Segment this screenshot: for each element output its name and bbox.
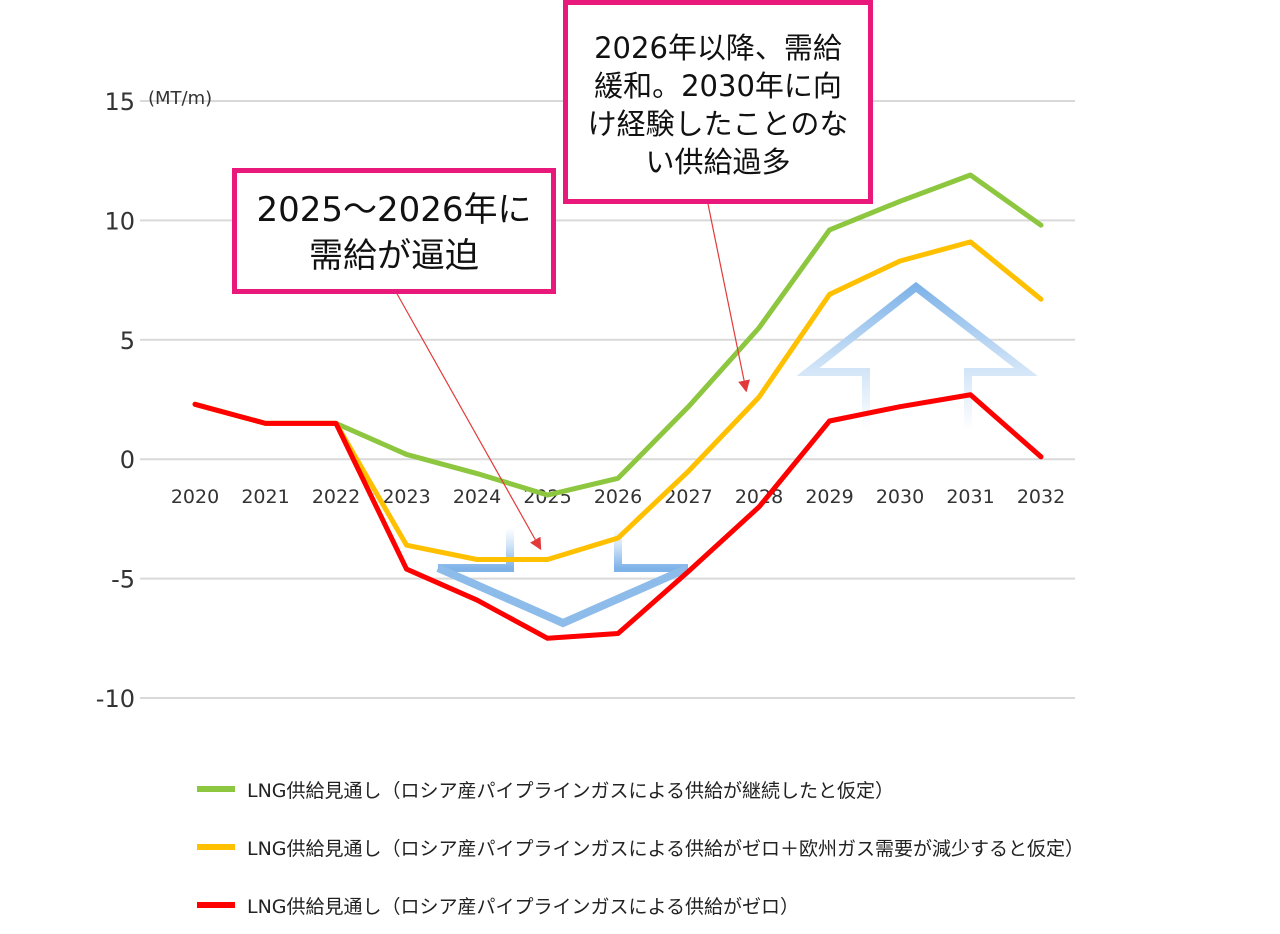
callout-1-line-2: 需給が逼迫 [309,236,479,276]
callout-oversupply: 2026年以降、需給 緩和。2030年に向 け経験したことのな い供給過多 [563,0,873,204]
callout-2-line-2: 緩和。2030年に向 [594,69,842,103]
legend-swatch [197,786,235,792]
legend-item-green: LNG供給見通し（ロシア産パイプラインガスによる供給が継続したと仮定） [197,760,1084,818]
peak-outline-arrow [796,281,1038,430]
series-line-2 [192,392,1044,641]
callout-2-line-1: 2026年以降、需給 [594,31,842,65]
x-tick-label: 2023 [382,486,430,508]
callout-1-leader-arrow [395,291,542,551]
x-axis-ticks: 2020 2021 2022 2023 2024 2025 2026 2027 2028 2029… [171,486,1065,508]
legend-label: LNG供給見通し（ロシア産パイプラインガスによる供給が継続したと仮定） [247,779,894,802]
legend-label: LNG供給見通し（ロシア産パイプラインガスによる供給がゼロ） [247,895,799,918]
series-lines [192,172,1044,641]
legend-item-yellow: LNG供給見通し（ロシア産パイプラインガスによる供給がゼロ＋欧州ガス需要が減少す… [197,818,1084,876]
x-tick-label: 2024 [453,486,501,508]
legend-item-red: LNG供給見通し（ロシア産パイプラインガスによる供給がゼロ） [197,876,1084,934]
callout-2-line-4: い供給過多 [645,145,791,179]
x-tick-label: 2027 [664,486,712,508]
x-tick-label: 2032 [1017,486,1065,508]
x-tick-label: 2020 [171,486,219,508]
x-tick-label: 2029 [805,486,853,508]
x-tick-label: 2031 [946,486,994,508]
y-tick-label: 15 [104,88,135,116]
y-axis-unit-label: (MT/m) [148,88,212,109]
x-tick-label: 2026 [594,486,642,508]
y-tick-label: 5 [120,327,135,355]
callout-2-line-3: け経験したことのな [587,107,849,141]
legend-swatch [197,902,235,908]
y-axis-ticks: 15 10 5 0 -5 -10 [96,88,135,713]
legend-label: LNG供給見通し（ロシア産パイプラインガスによる供給がゼロ＋欧州ガス需要が減少す… [247,837,1084,860]
x-tick-label: 2030 [876,486,924,508]
callout-supply-tightness: 2025～2026年に 需給が逼迫 [232,168,556,294]
x-tick-label: 2022 [312,486,360,508]
trough-outline-arrow [438,528,688,572]
x-tick-label: 2021 [241,486,289,508]
callout-2-leader-arrow [707,203,750,393]
trough-outline-arrow-v [436,564,690,628]
y-tick-label: 10 [104,207,135,235]
y-tick-label: 0 [120,446,135,474]
y-tick-label: -5 [111,566,135,594]
callout-1-line-1: 2025～2026年に [256,190,532,230]
legend: LNG供給見通し（ロシア産パイプラインガスによる供給が継続したと仮定） LNG供… [197,760,1084,934]
y-tick-label: -10 [96,685,135,713]
legend-swatch [197,844,235,850]
